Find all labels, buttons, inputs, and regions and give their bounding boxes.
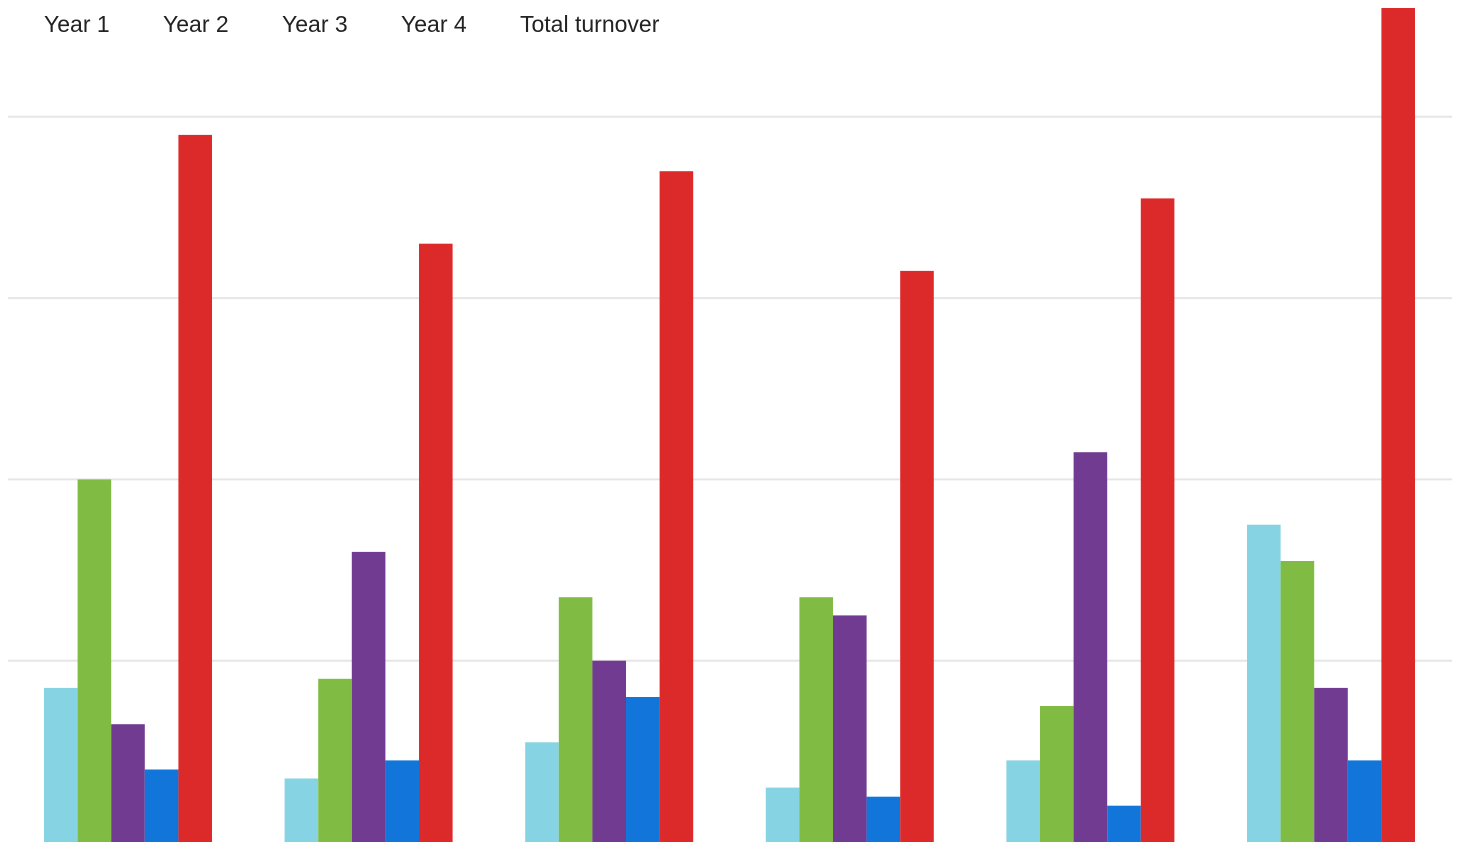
bar-series-2-group-6 (1280, 561, 1315, 842)
bar-series-1-group-1 (44, 687, 78, 842)
legend-item-2: Year 2 (163, 11, 229, 37)
bar-series-5-group-4 (900, 270, 934, 842)
bar-series-3-group-6 (1314, 687, 1348, 842)
bar-series-2-group-4 (799, 597, 833, 842)
bar-series-4-group-5 (1107, 805, 1141, 842)
bar-series-5-group-2 (419, 243, 453, 842)
bar-series-4-group-1 (144, 769, 179, 842)
bar-series-5-group-5 (1140, 198, 1175, 842)
bar-series-1-group-6 (1247, 524, 1281, 842)
bar-series-1-group-3 (525, 742, 559, 842)
bars (44, 8, 1415, 842)
bar-series-2-group-2 (318, 678, 352, 842)
bar-series-5-group-3 (659, 171, 694, 842)
bar-series-3-group-5 (1073, 452, 1108, 842)
bar-series-5-group-1 (178, 134, 212, 842)
bar-series-4-group-4 (866, 796, 901, 842)
bar-series-3-group-4 (833, 615, 867, 842)
legend: Year 1 Year 2 Year 3 Year 4 Total turnover (44, 11, 660, 37)
bar-series-3-group-2 (351, 551, 386, 842)
legend-item-3: Year 3 (282, 11, 348, 37)
bar-series-3-group-1 (111, 724, 145, 842)
bar-series-4-group-2 (385, 760, 419, 842)
bar-series-2-group-3 (558, 597, 593, 842)
bar-series-4-group-6 (1347, 760, 1382, 842)
bar-series-4-group-3 (626, 697, 660, 842)
legend-item-1: Year 1 (44, 11, 110, 37)
bar-series-2-group-1 (77, 479, 112, 842)
bar-series-2-group-5 (1040, 706, 1074, 842)
gridlines (8, 115, 1452, 662)
legend-item-5: Total turnover (520, 11, 660, 37)
bar-series-5-group-6 (1381, 8, 1415, 842)
bar-series-1-group-2 (284, 778, 319, 842)
bar-series-1-group-5 (1006, 760, 1040, 842)
bar-series-1-group-4 (765, 787, 800, 842)
legend-item-4: Year 4 (401, 11, 467, 37)
bar-series-3-group-3 (592, 660, 626, 842)
